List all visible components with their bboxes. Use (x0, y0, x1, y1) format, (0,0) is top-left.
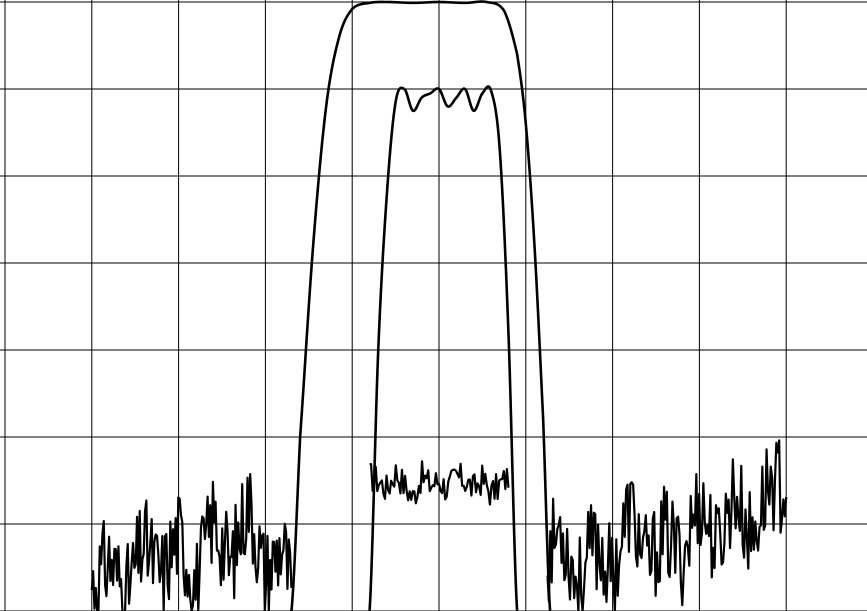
series-line-outer (290, 0, 552, 611)
series-line-right-noise (546, 439, 788, 611)
series-line-inner (368, 85, 519, 611)
series-line-inband-noise (369, 460, 510, 506)
series-group (90, 0, 788, 611)
series-line-left-noise (90, 473, 293, 611)
